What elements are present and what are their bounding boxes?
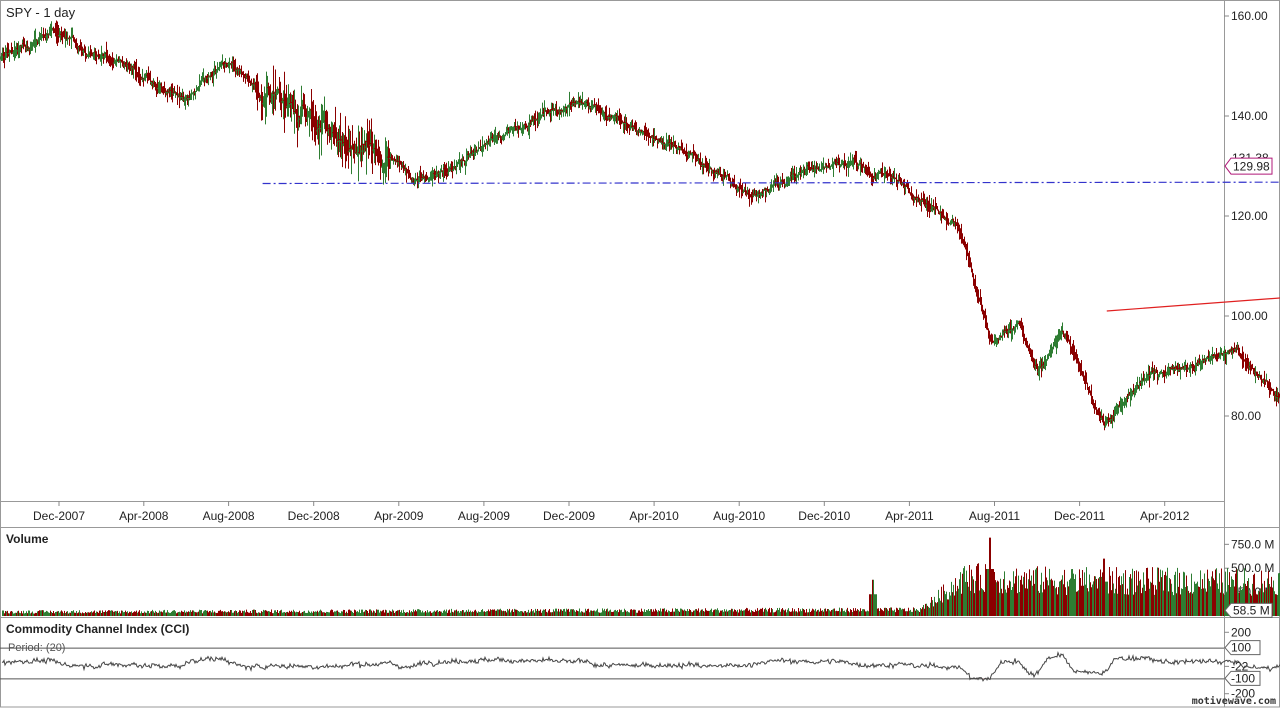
volume-bars xyxy=(2,537,1280,616)
x-tick-label: Apr-2012 xyxy=(1140,509,1190,523)
price-bar xyxy=(42,27,45,41)
price-y-tick-label: 120.00 xyxy=(1231,209,1268,223)
price-bar xyxy=(699,152,702,170)
price-bars xyxy=(0,20,1280,431)
price-y-tick-label: 160.00 xyxy=(1231,9,1268,23)
trendlines xyxy=(262,181,1280,312)
x-tick-label: Dec-2008 xyxy=(288,509,340,523)
x-tick-label: Apr-2011 xyxy=(885,509,934,523)
volume-panel-title: Volume xyxy=(6,532,49,546)
x-tick-label: Aug-2009 xyxy=(458,509,510,523)
x-tick-label: Dec-2010 xyxy=(798,509,850,523)
x-tick-label: Dec-2011 xyxy=(1054,509,1105,523)
x-tick-label: Dec-2007 xyxy=(33,509,85,523)
x-tick-label: Dec-2009 xyxy=(543,509,595,523)
x-axis: Dec-2007 Apr-2008 Aug-2008 Dec-2008 Apr-2009… xyxy=(33,501,1190,523)
price-y-tick-label: 140.00 xyxy=(1231,109,1268,123)
price-y-tick-label: 100.00 xyxy=(1231,309,1268,323)
x-tick-label: Apr-2008 xyxy=(119,509,169,523)
price-chart-title: SPY - 1 day xyxy=(6,5,76,20)
x-tick-label: Apr-2010 xyxy=(629,509,679,523)
x-tick-label: Apr-2009 xyxy=(374,509,424,523)
price-y-tick-label: 80.00 xyxy=(1231,409,1261,423)
last-price-label: 129.98 xyxy=(1233,160,1270,174)
price-y-axis: 80.00 100.00 120.00 140.00 160.00 xyxy=(1224,9,1268,423)
x-tick-label: Aug-2010 xyxy=(713,509,765,523)
x-tick-label: Aug-2008 xyxy=(203,509,255,523)
x-tick-label: Aug-2011 xyxy=(969,509,1020,523)
last-price-marker: 129.98 xyxy=(1224,157,1273,175)
price-bar xyxy=(350,145,353,175)
volume-y-tick-label: 750.0 M xyxy=(1231,537,1274,551)
